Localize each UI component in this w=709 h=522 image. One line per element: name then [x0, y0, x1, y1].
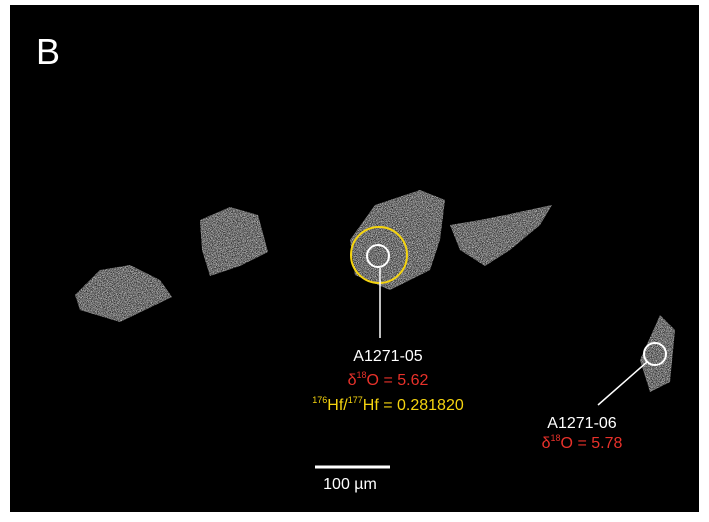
value: O = 5.62: [367, 372, 429, 389]
o-spot: [643, 342, 667, 366]
leader-line: [597, 361, 648, 406]
grain: [350, 190, 445, 290]
grain: [640, 315, 675, 392]
scale-label: 100 µm: [323, 476, 377, 493]
oxygen-isotope: δ18O = 5.62: [348, 370, 429, 389]
superscript: 176: [312, 395, 327, 405]
oxygen-isotope: δ18O = 5.78: [542, 433, 623, 452]
hafnium-isotope: 176Hf/177Hf = 0.281820: [312, 395, 464, 414]
grain: [75, 265, 172, 322]
hf-spot: [350, 226, 408, 284]
o-spot: [366, 244, 390, 268]
grain: [200, 207, 268, 276]
text: Hf/: [327, 397, 348, 414]
panel-label: B: [36, 31, 60, 72]
grain: [450, 205, 552, 266]
spot-name: A1271-05: [353, 348, 422, 365]
symbol: δ: [542, 435, 551, 452]
superscript: 177: [348, 395, 363, 405]
value: O = 5.78: [561, 435, 623, 452]
grains: [75, 190, 675, 392]
superscript: 18: [551, 433, 561, 443]
value: Hf = 0.281820: [363, 397, 464, 414]
spot-name: A1271-06: [547, 415, 616, 432]
superscript: 18: [357, 370, 367, 380]
symbol: δ: [348, 372, 357, 389]
